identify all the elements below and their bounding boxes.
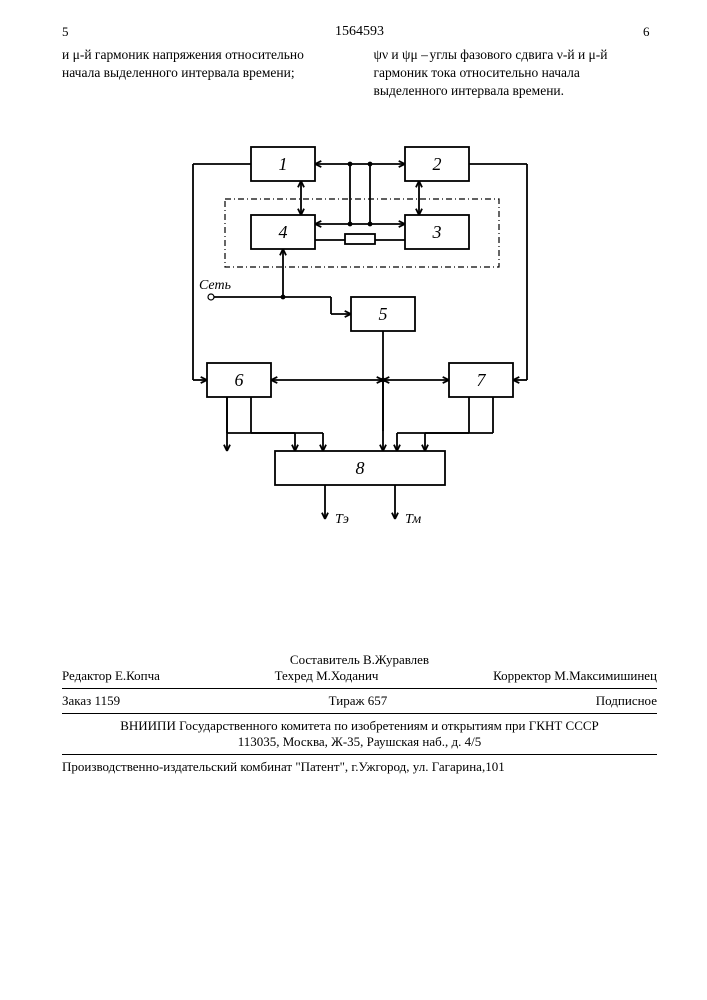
svg-text:5: 5 [378,304,387,324]
svg-text:2: 2 [432,154,441,174]
credits-row: Редактор Е.Копча Техред М.Ходанич Коррек… [62,668,657,684]
footer-block: Составитель В.Журавлев Редактор Е.Копча … [62,652,657,775]
svg-text:3: 3 [431,222,441,242]
org-line-2: 113035, Москва, Ж-35, Раушская наб., д. … [62,734,657,750]
page-header: 5 1564593 6 [62,24,657,44]
producer: Производственно-издательский комбинат "П… [62,759,657,775]
svg-text:Сеть: Сеть [199,278,231,293]
svg-text:6: 6 [234,370,243,390]
block-diagram: 1 2 3 4 5 6 7 8 Сеть Тэ Тм [62,137,657,542]
divider [62,754,657,755]
patent-page: 5 1564593 6 и μ-й гармоник напряжения от… [0,0,707,805]
right-definition: ψν и ψμ –углы фазового сдвига ν-й и μ-й … [374,46,658,101]
divider [62,713,657,714]
editor: Редактор Е.Копча [62,668,160,684]
definition-block: и μ-й гармоник напряжения относительно н… [62,46,657,101]
corrector: Корректор М.Максимишинец [493,668,657,684]
org-line-1: ВНИИПИ Государственного комитета по изоб… [62,718,657,734]
svg-text:8: 8 [355,458,364,478]
divider [62,688,657,689]
signature: Подписное [596,693,657,709]
tech-editor: Техред М.Ходанич [275,668,379,684]
patent-number: 1564593 [335,24,384,40]
page-num-right: 6 [643,24,657,44]
composer: Составитель В.Журавлев [62,652,657,668]
page-num-left: 5 [62,24,76,44]
order-row: Заказ 1159 Тираж 657 Подписное [62,693,657,709]
svg-text:4: 4 [278,222,287,242]
order-num: Заказ 1159 [62,693,120,709]
tirage: Тираж 657 [329,693,388,709]
phi-symbols: ψν и ψμ – [374,46,430,64]
diagram-svg: 1 2 3 4 5 6 7 8 Сеть Тэ Тм [155,137,565,537]
svg-text:7: 7 [476,370,486,390]
left-definition: и μ-й гармоник напряжения относительно н… [62,46,346,101]
svg-text:1: 1 [278,154,287,174]
svg-text:Тм: Тм [405,512,421,527]
svg-text:Тэ: Тэ [335,512,349,527]
